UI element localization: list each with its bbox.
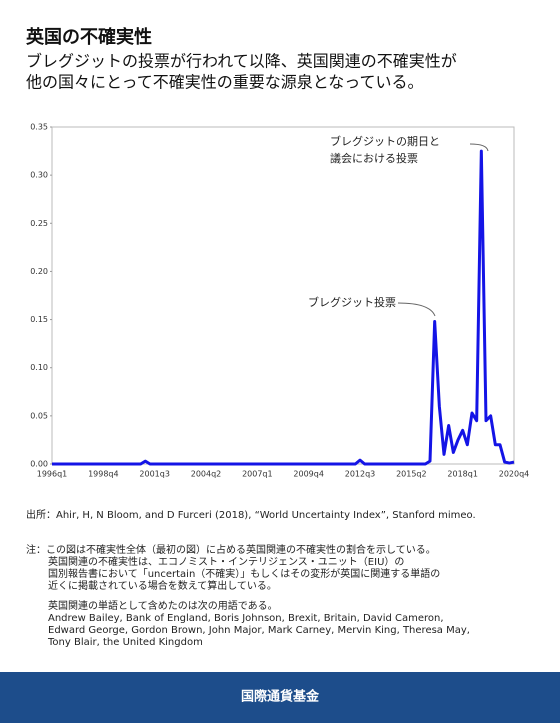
x-tick-label: 2007q1 <box>242 470 273 479</box>
x-tick-label: 2018q1 <box>447 470 478 479</box>
note: 注：この図は不確実性全体（最初の図）に占める英国関連の不確実性の割合を示している… <box>26 543 436 556</box>
x-tick-label: 2009q4 <box>293 470 324 479</box>
footer-bar <box>0 672 560 723</box>
annotation-leader <box>397 302 436 317</box>
x-tick-label: 2001q3 <box>139 470 170 479</box>
subtitle: 他の国々にとって不確実性の重要な源泉となっている。 <box>26 73 423 92</box>
y-tick-label: 0.15 <box>30 315 48 324</box>
note: Tony Blair, the United Kingdom <box>47 637 203 648</box>
x-tick-label: 1998q4 <box>88 470 119 479</box>
footer: 国際通貨基金 <box>241 689 320 705</box>
y-tick-label: 0.30 <box>30 171 48 180</box>
y-tick-label: 0.10 <box>30 363 48 372</box>
note: Edward George, Gordon Brown, John Major,… <box>48 625 470 636</box>
x-tick-label: 1996q1 <box>37 470 68 479</box>
y-tick-label: 0.35 <box>30 123 48 132</box>
x-tick-label: 2020q4 <box>499 470 530 479</box>
y-tick-label: 0.05 <box>30 411 48 420</box>
note: Andrew Bailey, Bank of England, Boris Jo… <box>48 613 444 624</box>
chart-title: 英国の不確実性 <box>25 26 152 48</box>
y-tick-label: 0.00 <box>30 460 48 469</box>
source: 出所：Ahir, H, N Bloom, and D Furceri (2018… <box>26 508 476 521</box>
annotation: ブレグジットの期日と <box>330 134 440 148</box>
line <box>52 149 515 466</box>
y-tick-label: 0.25 <box>30 219 48 228</box>
annotation: ブレグジット投票 <box>308 295 396 309</box>
annotation-leader <box>469 143 489 152</box>
x-tick-label: 2015q2 <box>396 470 427 479</box>
annotation: 議会における投票 <box>330 151 418 165</box>
note: 英国関連の単語として含めたのは次の用語である。 <box>48 599 278 612</box>
x-tick-label: 2004q2 <box>191 470 222 479</box>
note: 国別報告書において「uncertain（不確実）」もしくはその変形が英国に関連す… <box>48 567 440 580</box>
x-tick-label: 2012q3 <box>345 470 376 479</box>
y-tick-label: 0.20 <box>30 267 48 276</box>
note: 英国関連の不確実性は、エコノミスト・インテリジェンス・ユニット（EIU）の <box>48 555 404 568</box>
note: 近くに掲載されている場合を数えて算出している。 <box>48 579 277 592</box>
subtitle: ブレグジットの投票が行われて以降、英国関連の不確実性が <box>26 52 457 71</box>
